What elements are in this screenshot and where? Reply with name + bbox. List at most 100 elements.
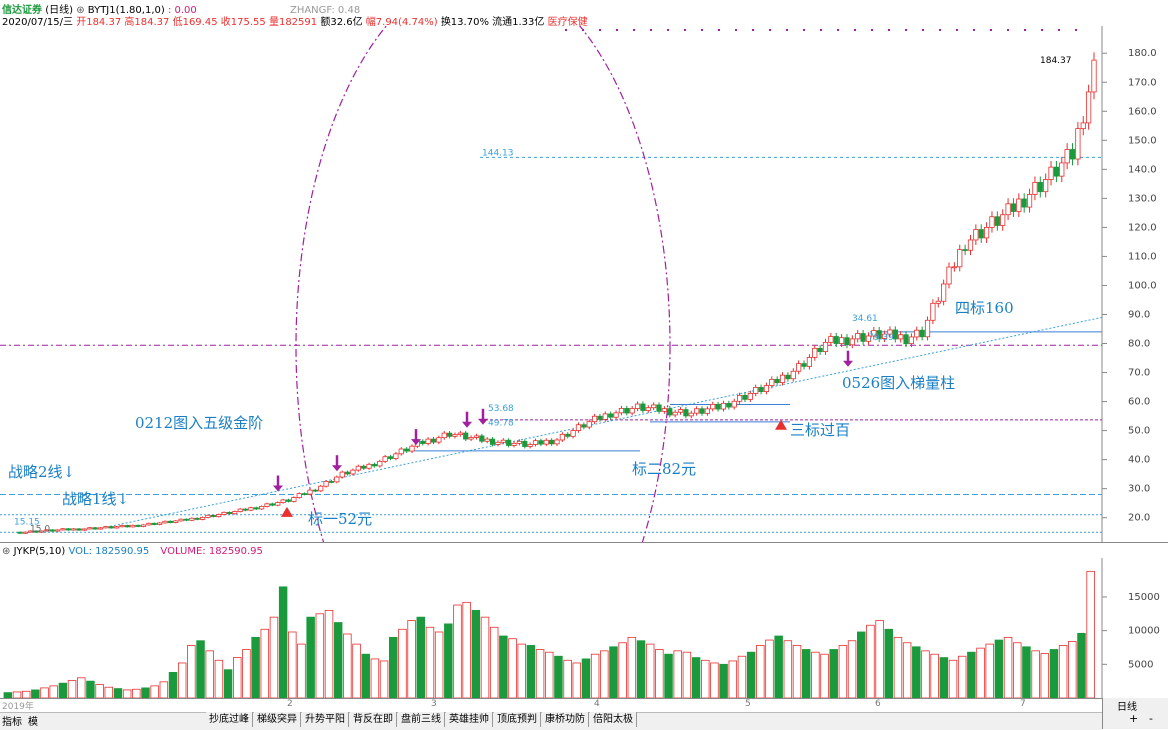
volume-volume-value: VOLUME: 182590.95 [160,546,263,557]
candle-body [1032,181,1038,195]
volume-bar [857,631,866,698]
volume-bar [1077,632,1086,698]
candle-body [651,404,657,409]
candle-body [377,460,383,467]
top-marker-dot [1058,29,1060,31]
candle-body [44,529,50,532]
indicator-value: : 0.00 [167,5,197,16]
candle-body [248,507,254,511]
volume-bar [288,631,297,698]
zoom-in-button[interactable]: + [1129,712,1139,725]
candle-body [989,216,995,228]
candle-body [114,526,120,529]
bottom-tab-3[interactable]: 升势平阳 [302,712,349,727]
volume-bar [489,626,499,698]
candle-body [871,330,877,337]
indicator-tab[interactable]: 指标 [2,717,22,728]
volume-bar [691,657,701,698]
candle-body [672,411,678,416]
candle-body [495,441,501,445]
bottom-tab-7[interactable]: 顶底预判 [494,712,541,727]
volume-bar [361,653,370,698]
annotation-target-3: 三标过百 [790,421,851,439]
volume-bar [370,658,380,698]
volume-chart[interactable]: 5000 10000 15000 [0,558,1168,698]
template-tab[interactable]: 模 [28,717,38,728]
top-marker-dot [718,29,720,31]
bottom-tab-6[interactable]: 英雄挂帅 [446,712,493,727]
price-tick-label: 70.0 [1128,368,1150,379]
price-tick-label: 160.0 [1128,106,1157,117]
candle-body [1069,149,1076,160]
volume-bar [86,680,95,698]
candle-body [796,363,802,372]
volume-bar [581,658,591,698]
candle-body [661,408,668,412]
bottom-tab-9[interactable]: 倍阳太极 [590,712,637,727]
annotation-target-2: 标二82元 [632,460,697,478]
quote-amount: 额32.6亿 [320,17,363,28]
candle-body [694,408,700,414]
candle-body [645,407,651,411]
volume-settings-icon[interactable]: ⊛ [2,546,11,557]
volume-bar [535,649,545,698]
volume-bar [95,684,104,698]
bottom-tab-4[interactable]: 背反在即 [350,712,397,727]
candle-body [812,347,818,358]
candle-body [135,524,141,527]
top-marker-dot [599,29,601,31]
volume-bar [223,669,233,698]
candle-body [532,440,539,445]
bottom-tab-1[interactable]: 抄底过峰 [206,712,253,727]
candle-body [97,527,104,530]
candle-body [387,456,394,459]
bottom-tab-5[interactable]: 盘前三线 [398,712,445,727]
volume-tick-label: 15000 [1128,592,1160,603]
price-tick-label: 60.0 [1128,397,1150,408]
year-label: 2019年 [2,702,34,712]
stock-title[interactable]: 信达证券 [2,5,42,16]
candle-body [967,239,974,251]
signal-arrow-1-head [273,485,283,492]
candle-body [1010,203,1017,212]
candle-body [205,514,211,518]
candle-body [103,526,109,529]
candle-body [667,408,673,416]
settings-icon[interactable]: ⊛ [76,5,85,16]
candle-body [881,333,888,339]
zoom-out-button[interactable]: - [1149,712,1153,725]
side-period-label[interactable]: 日线 [1117,702,1137,713]
candle-body [731,400,737,408]
candle-body [710,403,716,410]
volume-bar [343,633,352,698]
candle-body [511,442,517,446]
quote-float: 流通1.33亿 [492,17,545,28]
candle-body [833,336,839,344]
quote-sector[interactable]: 医疗保健 [547,17,588,28]
volume-bar [710,662,719,698]
candle-body [312,489,318,492]
volume-bar [31,689,40,698]
candle-body [570,430,576,437]
top-marker-dot [1024,29,1026,31]
quote-date: 2020/07/15/三 [2,17,74,28]
candle-body [232,511,238,515]
candle-body [71,528,77,531]
candle-body [892,329,898,340]
candle-body [237,508,243,512]
volume-bar [590,653,600,698]
price-chart[interactable]: 20.0 30.0 40.0 50.0 60.0 70.0 80.0 90.0 100.0 110… [0,26,1168,542]
candle-body [468,437,474,440]
volume-bar [756,645,765,698]
candle-body [876,330,882,339]
bottom-tab-8[interactable]: 康桥功防 [542,712,589,727]
volume-bar [838,645,848,698]
bottom-tab-2[interactable]: 梯级突异 [254,712,301,727]
candle-body [720,402,727,410]
candle-body [919,329,925,338]
volume-bar [269,616,279,698]
candle-body [726,402,732,408]
volume-bar [994,639,1004,698]
annotation-target-1: 标一52元 [308,510,373,528]
volume-bar [893,636,903,698]
